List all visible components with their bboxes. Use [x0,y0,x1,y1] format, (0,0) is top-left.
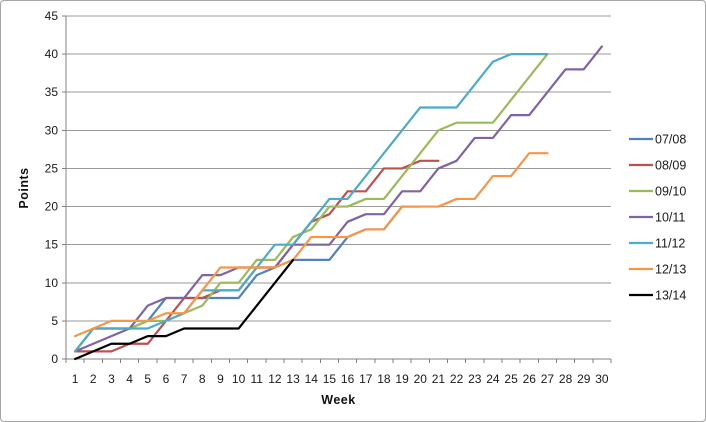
x-tick-label: 5 [144,372,151,386]
x-tick-label: 22 [450,372,464,386]
x-tick-label: 29 [577,372,591,386]
x-tick-label: 15 [323,372,337,386]
legend-label-12-13: 12/13 [655,263,686,277]
y-tick-label: 0 [51,352,58,366]
y-tick-label: 5 [51,314,58,328]
series-line-11-12 [73,53,549,353]
x-tick-label: 7 [181,372,188,386]
x-tick-label: 6 [163,372,170,386]
x-tick-label: 18 [377,372,391,386]
x-tick-label: 20 [414,372,428,386]
x-axis-title: Week [321,393,356,407]
y-tick-label: 35 [45,85,59,99]
x-tick-label: 12 [268,372,282,386]
y-tick-label: 10 [45,276,59,290]
x-tick-label: 14 [305,372,319,386]
x-tick-label: 16 [341,372,355,386]
x-tick-label: 9 [217,372,224,386]
x-tick-label: 27 [541,372,555,386]
x-tick-label: 25 [504,372,518,386]
x-tick-label: 2 [90,372,97,386]
legend-label-07-08: 07/08 [655,133,686,147]
x-tick-label: 30 [595,372,609,386]
legend-label-10-11: 10/11 [655,211,685,225]
series-line-08-09 [73,159,440,353]
y-tick-label: 45 [45,9,59,23]
x-tick-label: 10 [232,372,246,386]
x-tick-label: 17 [359,372,373,386]
x-tick-label: 3 [108,372,115,386]
x-tick-label: 28 [559,372,573,386]
x-tick-label: 21 [432,372,446,386]
series-line-13-14 [73,258,295,361]
legend-label-11-12: 11/12 [655,237,685,251]
y-tick-label: 25 [45,161,59,175]
series-line-12-13 [73,152,549,338]
y-tick-label: 15 [45,238,59,252]
y-axis-title: Points [17,167,31,209]
x-tick-label: 23 [468,372,482,386]
series-line-09-10 [73,53,549,353]
x-tick-label: 11 [251,372,264,386]
legend-label-09-10: 09/10 [655,185,686,199]
x-tick-label: 13 [286,372,300,386]
legend-label-08-09: 08/09 [655,159,686,173]
x-tick-label: 4 [126,372,133,386]
legend-label-13-14: 13/14 [655,289,686,303]
x-tick-label: 1 [72,372,79,386]
x-tick-label: 19 [395,372,409,386]
y-tick-label: 20 [45,200,59,214]
y-tick-label: 40 [45,47,59,61]
x-tick-label: 8 [199,372,206,386]
x-tick-label: 26 [523,372,537,386]
y-tick-label: 30 [45,123,59,137]
series-line-10-11 [73,45,604,353]
x-tick-label: 24 [486,372,500,386]
